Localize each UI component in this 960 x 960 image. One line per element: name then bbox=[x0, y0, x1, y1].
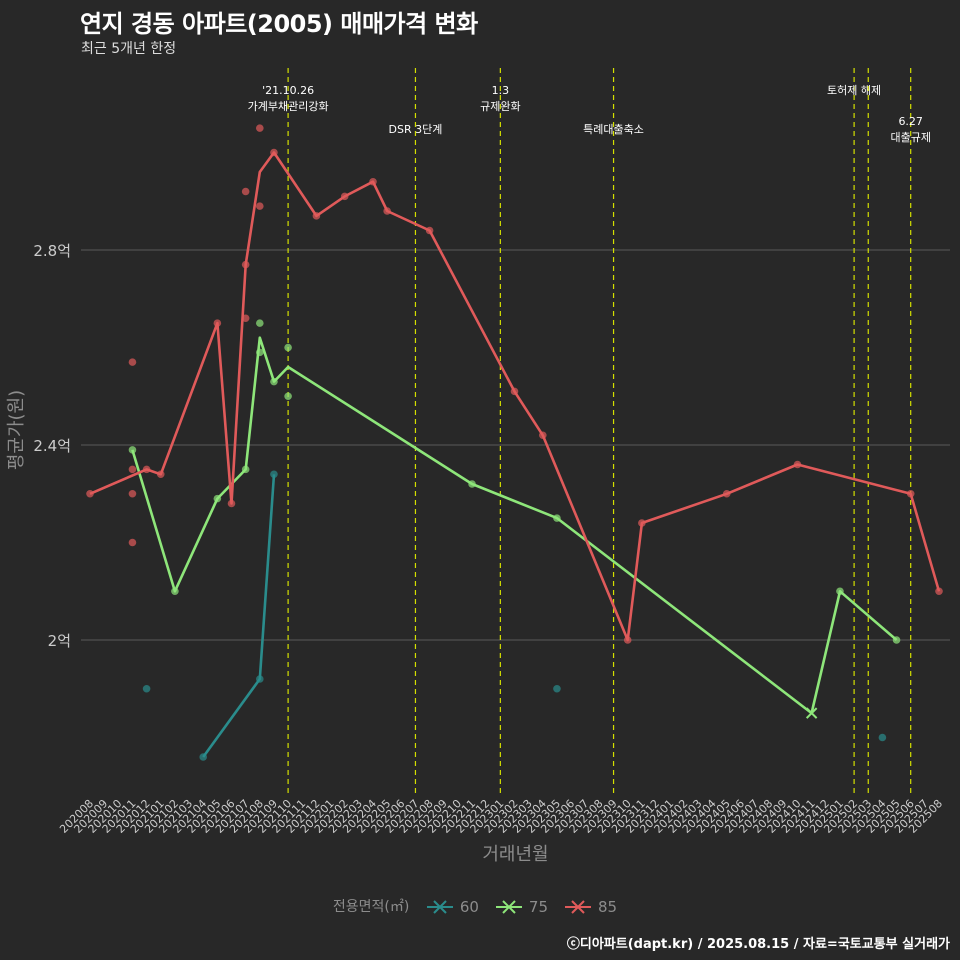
event-label: 토허제 해제 bbox=[827, 83, 881, 97]
data-point bbox=[312, 212, 321, 220]
data-point bbox=[369, 177, 377, 186]
data-point bbox=[638, 519, 646, 527]
y-axis-title: 평균가(원) bbox=[6, 390, 27, 470]
legend-key-75 bbox=[495, 900, 522, 914]
legend-label-85: 85 bbox=[598, 898, 618, 916]
data-point bbox=[935, 587, 943, 596]
source-caption: ⓒ디아파트(dapt.kr) / 2025.08.15 / 자료=국토교통부 실… bbox=[566, 937, 950, 952]
x-marker bbox=[805, 707, 818, 719]
event-label: '21.10.26 bbox=[262, 84, 314, 97]
data-point bbox=[213, 494, 222, 503]
event-label: 대출규제 bbox=[890, 131, 930, 144]
data-point bbox=[793, 460, 802, 469]
data-point bbox=[227, 499, 236, 508]
chart-subtitle: 최근 5개년 한정 bbox=[81, 41, 177, 57]
data-point bbox=[383, 207, 391, 215]
event-label: 6.27 bbox=[898, 115, 923, 128]
data-point bbox=[142, 465, 151, 474]
data-point bbox=[553, 514, 561, 522]
y-tick-label: 2.8억 bbox=[33, 242, 71, 260]
data-point bbox=[468, 480, 476, 488]
event-label: 1.3 bbox=[492, 84, 510, 97]
y-tick-label: 2.4억 bbox=[33, 437, 71, 455]
x-axis-title: 거래년월 bbox=[482, 844, 548, 865]
legend-title: 전용면적(㎡) bbox=[332, 899, 410, 915]
series-line bbox=[131, 336, 898, 715]
price-chart: 2억2.4억2.8억202008202009202010202011202012… bbox=[6, 68, 950, 865]
series-60 bbox=[142, 470, 887, 761]
event-label: DSR 3단계 bbox=[389, 123, 443, 136]
data-point bbox=[255, 675, 264, 683]
data-point bbox=[270, 148, 278, 157]
data-point bbox=[156, 470, 165, 479]
event-label: 특례대출축소 bbox=[583, 123, 644, 136]
series-line bbox=[89, 151, 941, 642]
data-point bbox=[255, 202, 264, 210]
data-point bbox=[213, 319, 222, 327]
data-point bbox=[255, 319, 264, 327]
data-point bbox=[284, 392, 292, 401]
data-point bbox=[722, 489, 731, 498]
series-75 bbox=[128, 319, 901, 719]
data-point bbox=[340, 192, 349, 201]
data-point bbox=[241, 187, 250, 196]
data-point bbox=[270, 470, 278, 479]
data-point bbox=[553, 684, 561, 693]
legend: 전용면적(㎡) 60 75 85 bbox=[0, 896, 960, 916]
data-point bbox=[510, 387, 519, 396]
data-point bbox=[836, 587, 844, 596]
data-point bbox=[241, 465, 250, 474]
event-label: 규제완화 bbox=[480, 100, 520, 113]
data-point bbox=[142, 684, 151, 693]
series-85 bbox=[86, 124, 943, 644]
data-point bbox=[241, 260, 250, 269]
data-point bbox=[128, 465, 137, 474]
series-line bbox=[202, 474, 276, 758]
chart-title: 연지 경동 아파트(2005) 매매가격 변화 bbox=[80, 10, 478, 38]
data-point bbox=[539, 431, 547, 440]
data-point bbox=[171, 587, 179, 596]
data-point bbox=[128, 538, 137, 547]
data-point bbox=[425, 226, 434, 235]
event-label: 가계부채관리강화 bbox=[248, 100, 329, 113]
data-point bbox=[199, 753, 207, 761]
data-point bbox=[128, 358, 137, 366]
data-point bbox=[255, 124, 264, 132]
data-point bbox=[906, 489, 915, 498]
legend-label-75: 75 bbox=[528, 898, 548, 916]
y-tick-label: 2억 bbox=[48, 632, 71, 650]
legend-key-60 bbox=[426, 900, 453, 914]
data-point bbox=[255, 348, 264, 357]
legend-key-85 bbox=[565, 900, 591, 914]
legend-label-60: 60 bbox=[459, 898, 479, 916]
data-point bbox=[892, 636, 901, 644]
data-point bbox=[270, 377, 278, 386]
data-point bbox=[878, 733, 887, 742]
data-point bbox=[86, 489, 94, 498]
data-point bbox=[623, 636, 632, 644]
data-point bbox=[128, 489, 137, 498]
data-point bbox=[241, 314, 250, 323]
data-point bbox=[128, 446, 137, 454]
data-point bbox=[284, 343, 292, 352]
